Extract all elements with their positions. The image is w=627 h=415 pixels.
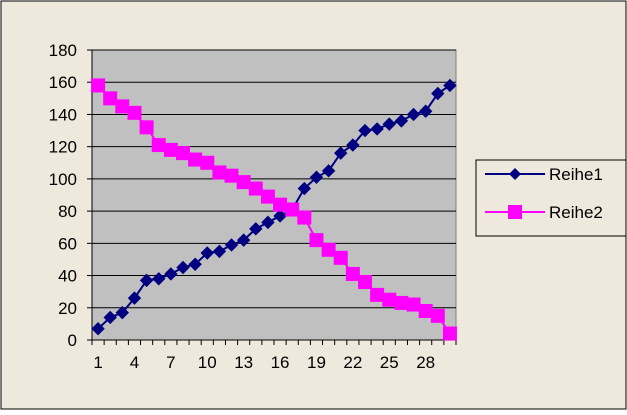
data-point-Reihe2	[418, 304, 433, 318]
data-point-Reihe1	[334, 146, 348, 160]
x-tick-label: 13	[234, 353, 253, 372]
data-point-Reihe2	[394, 295, 409, 310]
data-point-Reihe2	[115, 99, 130, 114]
x-tick-label: 28	[416, 353, 435, 372]
data-point-Reihe1	[139, 273, 154, 288]
data-point-Reihe2	[163, 142, 178, 157]
data-point-Reihe1	[346, 138, 360, 152]
series-Reihe1	[91, 78, 457, 336]
data-point-Reihe2	[236, 175, 251, 190]
y-tick-label: 180	[49, 41, 77, 60]
data-point-Reihe2	[248, 181, 263, 196]
data-point-Reihe2	[151, 138, 166, 153]
y-tick-label: 80	[58, 202, 77, 221]
data-point-Reihe2	[188, 152, 203, 167]
y-tick-label: 160	[49, 73, 77, 92]
data-point-Reihe1	[382, 117, 396, 131]
data-point-Reihe2	[224, 168, 239, 183]
data-point-Reihe1	[249, 222, 263, 236]
data-point-Reihe1	[224, 238, 239, 252]
x-tick-label: 25	[380, 353, 399, 372]
data-point-Reihe1	[261, 215, 275, 230]
data-point-Reihe2	[260, 189, 275, 204]
y-tick-label: 40	[58, 267, 77, 286]
data-point-Reihe1	[358, 123, 372, 138]
legend-box	[475, 159, 627, 237]
y-tick-label: 100	[49, 170, 77, 189]
legend-label: Reihe2	[549, 203, 603, 222]
data-point-Reihe1	[297, 181, 312, 196]
data-point-Reihe1	[321, 164, 336, 178]
data-point-Reihe2	[309, 233, 324, 248]
legend: Reihe1 Reihe2	[475, 159, 627, 237]
data-point-Reihe2	[127, 105, 142, 120]
data-point-Reihe1	[431, 86, 445, 101]
x-tick-label: 1	[93, 353, 102, 372]
data-point-Reihe2	[345, 266, 360, 281]
data-point-Reihe2	[176, 146, 190, 161]
legend-label: Reihe1	[549, 165, 603, 184]
x-tick-label: 22	[343, 353, 362, 372]
data-point-Reihe1	[164, 267, 178, 281]
x-tick-label: 10	[198, 353, 217, 372]
data-point-Reihe1	[127, 291, 142, 305]
y-tick-label: 0	[68, 331, 77, 350]
legend-marker	[508, 205, 522, 219]
data-point-Reihe1	[212, 244, 227, 259]
data-point-Reihe1	[152, 272, 166, 286]
data-point-Reihe2	[442, 326, 457, 341]
data-point-Reihe1	[176, 260, 190, 275]
series	[91, 78, 457, 341]
data-point-Reihe1	[188, 257, 202, 271]
data-point-Reihe1	[200, 246, 214, 260]
x-axis-tick-labels: 1 4 7 10 13 16 19 22 25 28	[93, 353, 435, 372]
data-point-Reihe2	[370, 287, 385, 302]
y-tick-label: 120	[49, 138, 77, 157]
y-tick-label: 20	[58, 299, 77, 318]
legend-item-Reihe2: Reihe2	[485, 203, 603, 222]
data-point-Reihe1	[115, 305, 130, 320]
data-point-Reihe2	[382, 292, 397, 307]
legend-item-Reihe1: Reihe1	[485, 165, 603, 184]
data-point-Reihe2	[430, 308, 445, 323]
series-Reihe2	[91, 78, 457, 341]
data-point-Reihe2	[91, 78, 106, 93]
data-point-Reihe1	[394, 114, 409, 128]
y-tick-label: 140	[49, 105, 77, 124]
x-tick-label: 19	[307, 353, 326, 372]
y-axis-tick-labels: 0 20 40 60 80 100 120 140 160 180	[49, 41, 77, 350]
x-tick-label: 16	[271, 353, 290, 372]
data-point-Reihe1	[418, 104, 433, 118]
data-point-Reihe2	[297, 210, 312, 225]
data-point-Reihe2	[285, 202, 300, 217]
x-tick-label: 7	[166, 353, 175, 372]
data-point-Reihe1	[273, 209, 287, 223]
axes	[87, 49, 457, 345]
data-point-Reihe2	[358, 275, 372, 289]
data-point-Reihe1	[309, 170, 324, 184]
data-point-Reihe1	[91, 322, 105, 336]
data-point-Reihe2	[406, 297, 421, 312]
data-point-Reihe1	[103, 310, 117, 325]
data-point-Reihe1	[406, 107, 421, 122]
x-tick-label: 4	[130, 353, 139, 372]
y-tick-label: 60	[58, 234, 77, 253]
data-point-Reihe1	[443, 78, 457, 93]
data-point-Reihe2	[103, 91, 118, 106]
data-point-Reihe2	[273, 197, 288, 212]
legend-marker	[509, 168, 521, 180]
data-point-Reihe1	[236, 233, 251, 247]
data-point-Reihe2	[321, 242, 336, 257]
data-point-Reihe2	[139, 120, 154, 135]
data-point-Reihe1	[370, 122, 384, 136]
data-point-Reihe2	[333, 250, 348, 265]
data-point-Reihe2	[212, 165, 227, 180]
data-point-Reihe2	[200, 155, 215, 170]
